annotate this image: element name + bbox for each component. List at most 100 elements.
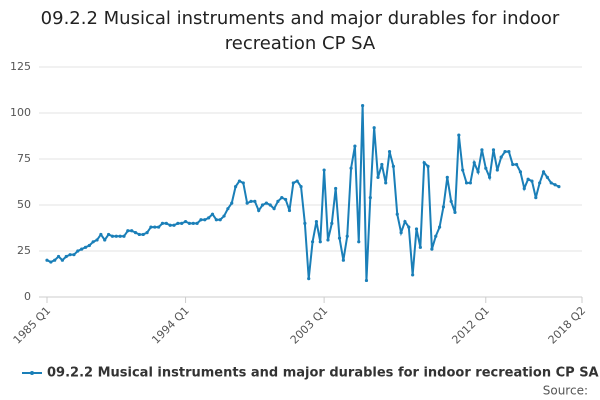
legend-marker (30, 371, 34, 375)
data-point (522, 186, 526, 191)
data-point (518, 170, 523, 174)
data-point (457, 133, 461, 137)
data-point (426, 164, 430, 168)
data-point (307, 277, 311, 281)
data-point (453, 210, 457, 214)
data-point (203, 218, 207, 222)
data-point (541, 170, 546, 174)
data-point (49, 260, 53, 264)
data-point (422, 161, 426, 165)
data-point (87, 243, 91, 248)
data-point (449, 199, 453, 203)
data-point (299, 185, 303, 189)
data-point (191, 221, 195, 225)
data-point (64, 254, 68, 259)
data-point (480, 148, 484, 152)
data-point (103, 238, 107, 242)
data-point (326, 238, 330, 242)
data-point (291, 181, 295, 185)
data-point (110, 234, 115, 238)
data-point (545, 175, 549, 179)
series-line (46, 105, 560, 281)
data-point (95, 238, 99, 242)
data-point (557, 185, 561, 189)
data-point (538, 181, 542, 185)
x-tick-label: 2003 Q1 (288, 304, 331, 347)
data-point (341, 258, 345, 262)
data-point (395, 212, 399, 216)
legend-label: 09.2.2 Musical instruments and major dur… (47, 366, 599, 381)
data-point (56, 254, 61, 259)
data-point (334, 186, 338, 191)
data-point (484, 166, 488, 170)
y-tick-label: 100 (10, 106, 31, 119)
data-point (149, 225, 153, 229)
data-point (126, 229, 130, 233)
x-tick-label: 2018 Q2 (546, 304, 589, 347)
data-point (253, 199, 257, 203)
data-point (276, 199, 280, 203)
data-point (106, 232, 111, 237)
data-point (503, 150, 507, 154)
data-point (141, 232, 145, 237)
data-point (241, 181, 245, 185)
data-point (249, 199, 253, 203)
y-tick-label: 50 (17, 198, 31, 211)
data-point (237, 179, 242, 183)
source: Source: (543, 384, 588, 398)
data-point (130, 229, 134, 233)
x-tick-label: 1985 Q1 (11, 304, 54, 347)
data-point (384, 181, 388, 185)
data-point (361, 104, 365, 108)
data-point (314, 219, 319, 224)
data-point (364, 278, 369, 283)
data-point (218, 218, 222, 222)
data-point (114, 234, 118, 238)
data-point (353, 144, 357, 148)
data-point (157, 225, 161, 229)
data-point (187, 221, 192, 225)
data-point (195, 221, 199, 225)
data-point (180, 221, 184, 225)
data-point (133, 231, 138, 235)
data-point (553, 183, 557, 187)
data-point (414, 227, 419, 231)
data-point (391, 164, 396, 168)
data-point (153, 225, 157, 229)
data-point (233, 185, 238, 189)
data-point (230, 201, 234, 205)
data-point (399, 231, 403, 235)
data-point (322, 168, 326, 172)
data-point (441, 205, 446, 209)
data-point (514, 162, 519, 167)
data-point (534, 196, 538, 200)
data-point (45, 258, 49, 262)
data-point (526, 177, 530, 181)
data-point (284, 197, 288, 202)
data-point (272, 207, 276, 211)
data-point (257, 208, 261, 213)
data-point (60, 258, 64, 262)
data-point (407, 225, 411, 229)
data-point (445, 175, 449, 179)
chart-title: 09.2.2 Musical instruments and major dur… (40, 8, 560, 54)
data-point (403, 219, 407, 224)
data-point (330, 221, 334, 225)
data-point (507, 150, 511, 154)
data-point (345, 234, 349, 238)
data-point (53, 258, 57, 262)
data-point (511, 162, 515, 167)
data-point (337, 236, 342, 240)
data-point (260, 203, 265, 207)
data-point (183, 219, 188, 224)
data-point (461, 168, 465, 172)
y-tick-label: 25 (17, 244, 31, 257)
x-tick-label: 1994 Q1 (149, 304, 192, 347)
data-point (372, 126, 376, 130)
data-point (137, 232, 141, 237)
data-point (349, 166, 353, 170)
data-point (210, 212, 215, 216)
y-tick-label: 75 (17, 152, 31, 165)
data-point (264, 201, 268, 205)
